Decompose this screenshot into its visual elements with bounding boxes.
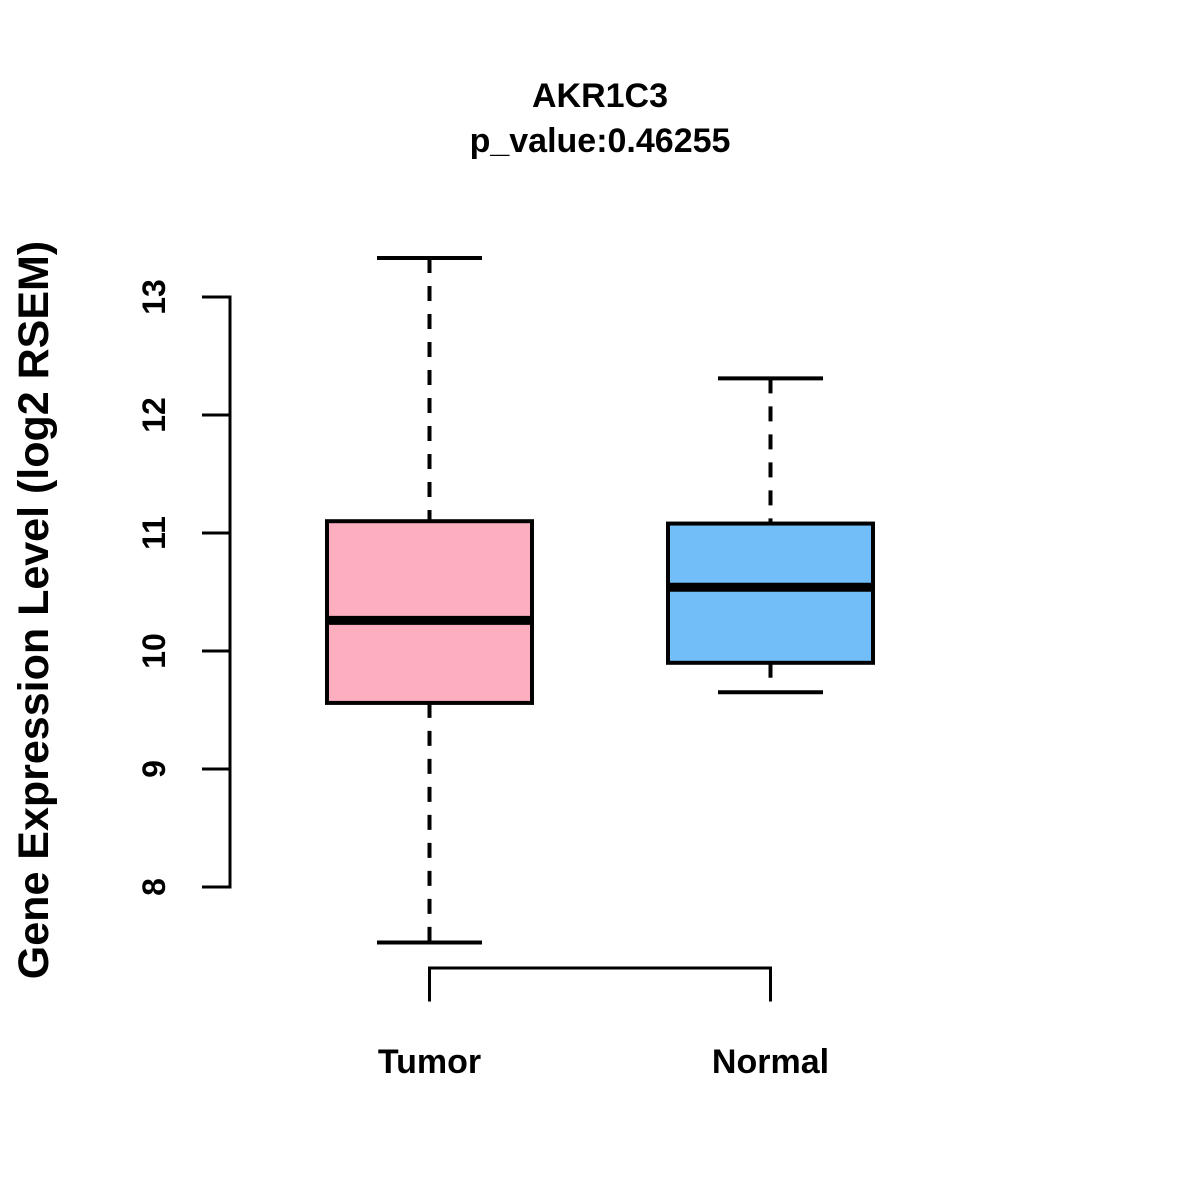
plot-content: 8 9 10 11 12 13 Tumor Normal <box>136 256 875 1081</box>
y-tick-label: 10 <box>136 633 172 669</box>
y-tick-label: 12 <box>136 397 172 433</box>
y-axis-label: Gene Expression Level (log2 RSEM) <box>10 241 58 979</box>
chart-title: AKR1C3 <box>532 77 668 115</box>
x-axis-bracket <box>428 966 772 1002</box>
box-normal <box>666 521 875 665</box>
x-category-label-normal: Normal <box>712 1043 829 1081</box>
y-tick-label: 9 <box>136 760 172 778</box>
chart-subtitle: p_value:0.46255 <box>470 122 731 160</box>
y-tick-label: 8 <box>136 878 172 896</box>
box-tumor <box>325 519 534 705</box>
x-category-label-tumor: Tumor <box>378 1043 481 1081</box>
y-tick-label: 11 <box>136 516 172 550</box>
y-tick-label: 13 <box>136 279 172 315</box>
